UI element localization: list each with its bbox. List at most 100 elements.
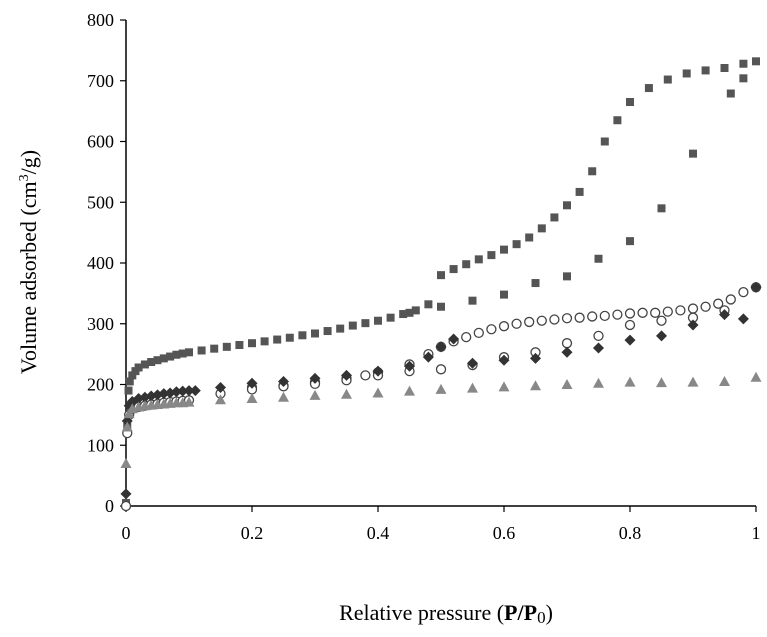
square-point	[140, 360, 149, 369]
diamond-point	[404, 360, 415, 372]
square-point	[500, 290, 508, 299]
triangle-point	[215, 394, 226, 405]
diamond-point	[120, 488, 132, 500]
square-point	[298, 331, 307, 340]
square-point	[657, 204, 666, 213]
triangle-point	[183, 396, 195, 407]
y-axis-label: Volume adsorbed (cm3/g)	[16, 150, 41, 374]
diamond-point	[687, 319, 699, 331]
square-point	[682, 69, 691, 78]
open-circle-point	[561, 338, 573, 349]
y-tick-label: 0	[105, 496, 114, 516]
x-tick-label: 0	[122, 523, 131, 543]
square-point	[348, 321, 357, 330]
square-point	[361, 319, 370, 328]
triangle-point	[341, 388, 352, 399]
square-point	[474, 255, 483, 264]
y-tick-label: 300	[87, 314, 114, 334]
square-point	[563, 201, 571, 210]
triangle-point	[687, 376, 699, 387]
tick-labels: 0 100 200 300 400 500 600 700 800 0 0.2 0.4 0.6 0.8 1	[87, 10, 761, 543]
square-point	[437, 302, 445, 311]
diamond-point	[656, 330, 667, 342]
diamond-point	[121, 415, 133, 427]
square-point	[437, 271, 445, 280]
open-circle-point	[675, 305, 686, 316]
square-point	[613, 116, 622, 125]
square-point	[462, 260, 471, 269]
triangle-point	[309, 389, 321, 400]
open-circle-point	[461, 331, 472, 343]
triangle-point	[435, 383, 447, 394]
triangle-point	[498, 381, 510, 392]
open-circle-point	[360, 370, 371, 381]
series-2-circle-open	[120, 282, 762, 512]
diamond-point	[189, 385, 201, 397]
open-circle-point	[536, 315, 547, 326]
open-circle-point	[486, 324, 497, 335]
open-circle-point	[511, 318, 522, 329]
square-point	[537, 224, 546, 233]
diamond-point	[448, 333, 460, 345]
diamond-point	[215, 382, 226, 394]
diamond-point	[719, 309, 730, 321]
square-point	[134, 363, 143, 372]
square-point	[336, 324, 345, 333]
open-circle-point	[725, 294, 736, 305]
square-point	[726, 89, 735, 98]
open-circle-point	[656, 315, 667, 326]
square-point	[720, 63, 729, 72]
square-point	[411, 306, 420, 315]
y-tick-label: 100	[87, 435, 114, 455]
square-point	[260, 337, 269, 346]
open-circle-point	[637, 307, 648, 318]
open-circle-point	[524, 316, 535, 328]
open-circle-point	[593, 330, 604, 342]
square-point	[159, 354, 168, 363]
triangle-point	[656, 377, 667, 388]
y-tick-label: 700	[87, 71, 114, 91]
triangle-point	[372, 387, 384, 398]
square-point	[153, 356, 162, 365]
square-point	[197, 346, 206, 355]
square-point	[525, 233, 534, 242]
diamond-point	[278, 375, 289, 387]
open-circle-point	[624, 319, 636, 331]
diamond-point	[422, 351, 434, 363]
square-point	[550, 213, 559, 222]
square-point	[563, 272, 571, 281]
y-tick-label: 200	[87, 375, 114, 395]
square-point	[399, 310, 408, 319]
open-circle-point	[612, 309, 623, 320]
open-circle-point	[700, 301, 711, 312]
square-point	[128, 371, 137, 380]
x-tick-label: 0.2	[241, 523, 264, 543]
triangle-point	[404, 385, 415, 396]
triangle-point	[246, 392, 258, 403]
square-point	[125, 377, 134, 386]
series-1-square	[122, 57, 760, 507]
square-point	[185, 348, 193, 357]
triangle-point	[719, 375, 730, 386]
open-circle-point	[498, 321, 510, 332]
triangle-point	[121, 421, 133, 432]
square-point	[449, 265, 458, 274]
square-point	[178, 349, 187, 358]
y-tick-label: 500	[87, 192, 114, 212]
square-point	[500, 245, 508, 254]
open-circle-point	[650, 307, 661, 318]
square-point	[588, 167, 597, 176]
diamond-point	[530, 352, 541, 364]
square-point	[594, 254, 603, 263]
open-circle-point	[587, 311, 598, 322]
square-point	[739, 59, 748, 68]
square-point	[311, 329, 319, 338]
triangle-point	[530, 380, 541, 391]
square-point	[147, 358, 156, 367]
x-tick-label: 0.4	[367, 523, 390, 543]
square-point	[701, 66, 710, 75]
square-point	[752, 57, 760, 66]
square-point	[663, 75, 672, 84]
square-point	[512, 240, 521, 249]
